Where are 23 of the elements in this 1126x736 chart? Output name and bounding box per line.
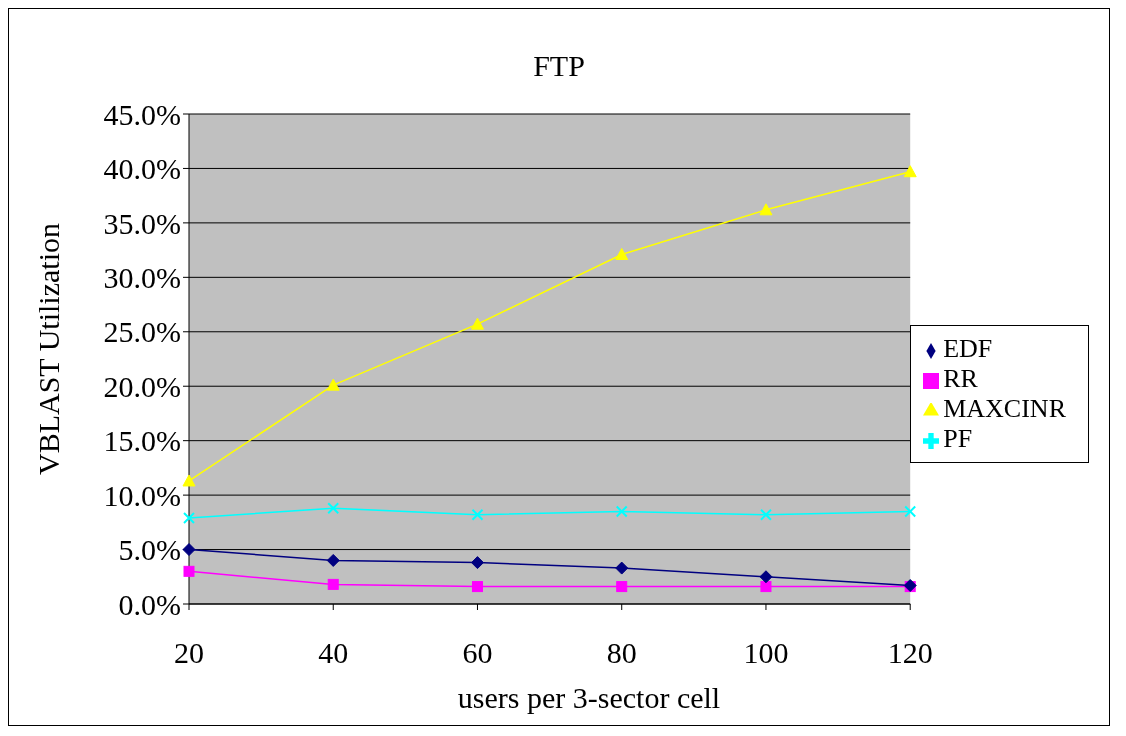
y-tick-label: 15.0% bbox=[103, 424, 181, 458]
y-tick-label: 5.0% bbox=[118, 533, 181, 567]
legend-label: RR bbox=[943, 364, 978, 393]
y-tick-label: 25.0% bbox=[103, 315, 181, 349]
x-tick-label: 20 bbox=[174, 636, 204, 670]
y-tick-label: 35.0% bbox=[103, 206, 181, 240]
legend-label: EDF bbox=[943, 334, 993, 363]
x-tick-label: 80 bbox=[606, 636, 637, 670]
x-axis-title: users per 3-sector cell bbox=[456, 681, 722, 715]
x-tick-label: 100 bbox=[743, 636, 789, 670]
y-tick-label: 10.0% bbox=[103, 478, 181, 512]
chart-title: FTP bbox=[532, 49, 586, 83]
y-axis-title: VBLAST Utilization bbox=[32, 223, 66, 475]
legend-label: PF bbox=[943, 424, 973, 453]
legend-label: MAXCINR bbox=[943, 394, 1066, 423]
x-tick-label: 40 bbox=[318, 636, 349, 670]
y-tick-label: 40.0% bbox=[103, 152, 181, 186]
y-tick-label: 0.0% bbox=[118, 587, 181, 621]
y-tick-label: 30.0% bbox=[103, 260, 181, 294]
x-tick-label: 60 bbox=[462, 636, 493, 670]
y-tick-label: 20.0% bbox=[103, 369, 181, 403]
x-tick-label: 120 bbox=[887, 636, 933, 670]
y-tick-label: 45.0% bbox=[103, 97, 181, 131]
